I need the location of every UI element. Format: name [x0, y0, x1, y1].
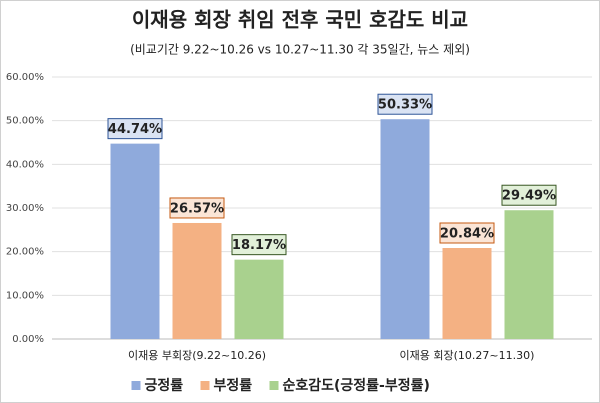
bar	[442, 247, 492, 339]
value-label-box	[107, 118, 163, 140]
chart-subtitle: (비교기간 9.22~10.26 vs 10.27~11.30 각 35일간, …	[130, 43, 470, 57]
bar	[110, 143, 160, 339]
value-label: 29.49%	[502, 189, 556, 204]
value-label: 44.74%	[108, 122, 162, 137]
y-tick-label: 40.00%	[6, 159, 44, 170]
x-tick-label: 이재용 부회장(9.22~10.26)	[128, 349, 266, 362]
y-tick-label: 0.00%	[12, 334, 44, 345]
bar	[172, 222, 222, 339]
legend-marker	[269, 381, 279, 390]
chart-title: 이재용 회장 취임 전후 국민 호감도 비교	[132, 8, 468, 32]
legend-label: 순호감도(긍정률-부정률)	[283, 377, 430, 394]
bar	[380, 119, 430, 339]
legend-marker	[200, 381, 210, 390]
bar	[234, 259, 284, 339]
y-tick-label: 60.00%	[6, 72, 44, 83]
y-tick-label: 50.00%	[6, 116, 44, 127]
value-label-box	[377, 93, 433, 115]
bar	[504, 210, 554, 339]
value-label-box	[231, 234, 287, 256]
legend-label: 긍정률	[145, 377, 184, 394]
y-tick-label: 30.00%	[6, 203, 44, 214]
value-label: 20.84%	[440, 226, 494, 241]
x-tick-label: 이재용 회장(10.27~11.30)	[400, 349, 535, 362]
value-label: 18.17%	[232, 238, 286, 253]
y-tick-label: 20.00%	[6, 247, 44, 258]
y-tick-label: 10.00%	[6, 290, 44, 301]
value-label: 26.57%	[170, 201, 224, 216]
value-label: 50.33%	[378, 98, 432, 113]
value-label-box	[501, 184, 557, 206]
value-label-box	[439, 222, 495, 244]
legend-label: 부정률	[214, 377, 253, 394]
value-label-box	[169, 197, 225, 219]
legend-marker	[131, 381, 141, 390]
